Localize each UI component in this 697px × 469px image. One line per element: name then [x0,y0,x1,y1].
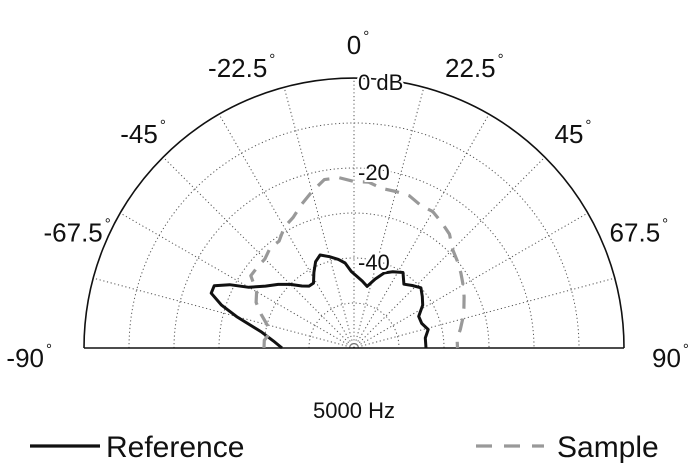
chart-title: 5000 Hz [313,398,395,423]
angle-tick-label: -90 [6,343,44,373]
radial-tick-label: -20 [358,160,390,185]
grid-spoke [353,212,589,349]
angle-tick-label: 90 [652,343,681,373]
degree-mark: ° [160,117,166,134]
angle-tick-label: 45 [554,119,583,149]
grid-spoke [218,113,355,349]
angle-tick-label: 0 [347,30,361,60]
grid-spoke [353,87,425,349]
radial-tick-label: 0 dB [358,70,403,95]
outer-boundary [83,77,625,349]
degree-mark: ° [105,216,111,233]
angle-tick-label: -45 [120,119,158,149]
polar-grid [83,77,625,349]
grid-ring [128,122,580,349]
grid-spoke [93,277,355,349]
angle-tick-label: -67.5 [44,218,103,248]
degree-mark: ° [498,51,504,68]
degree-mark: ° [585,117,591,134]
series-line-sample [249,176,466,349]
tick-labels: -90 °-67.5 °-45 °-22.5 ° 0 °22.5 °45 °67.5 °90 °0 … [6,28,689,373]
legend-sample-label: Sample [557,431,659,464]
grid-spoke [353,156,546,349]
grid-spoke [353,277,615,349]
degree-mark: ° [662,216,668,233]
degree-mark: ° [46,341,52,358]
grid-spoke [162,156,355,349]
angle-tick-label: 67.5 [610,218,661,248]
degree-mark: ° [269,51,275,68]
angle-tick-label: -22.5 [208,53,267,83]
legend: Reference Sample [30,431,659,464]
degree-mark: ° [363,28,369,45]
grid-spoke [353,113,490,349]
series-line-reference [209,253,430,350]
radial-tick-label: -40 [358,250,390,275]
legend-reference-label: Reference [106,431,244,464]
series-lines [209,176,466,350]
grid-ring [263,257,445,349]
angle-tick-label: 22.5 [445,53,496,83]
grid-spoke [119,212,355,349]
degree-mark: ° [683,341,689,358]
grid-spoke [283,87,355,349]
grid-ring [308,302,400,349]
